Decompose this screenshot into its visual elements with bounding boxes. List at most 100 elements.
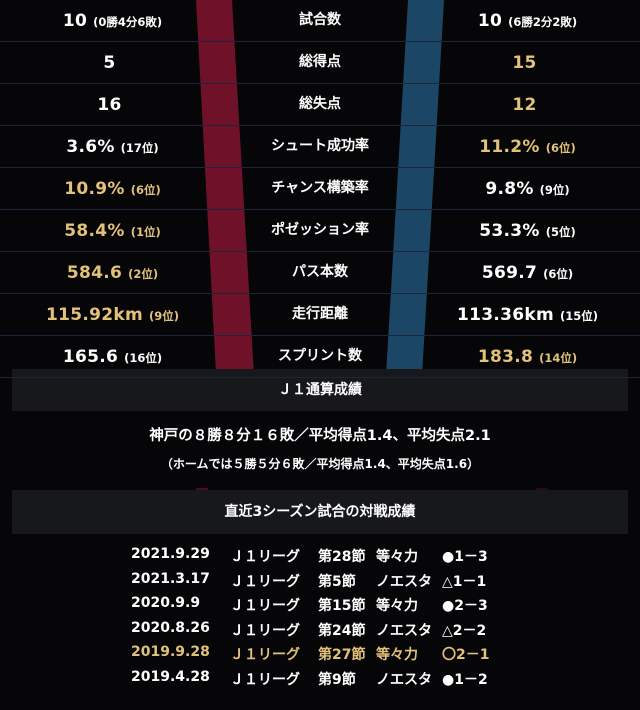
match-date: 2021.9.29 (131, 546, 210, 562)
stat-note: (2位) (128, 267, 159, 281)
match-competition: Ｊ１リーグ (230, 573, 300, 590)
left-team-stat: 10 (0勝4分6敗) (0, 0, 225, 41)
stat-label: 走行距離 (292, 306, 348, 322)
right-team-stripe (384, 0, 444, 410)
stat-note: (1位) (130, 225, 161, 239)
stats-table: 10 (0勝4分6敗) 試合数 10 (6勝2分2敗) 5 総得点 15 16 総失… (0, 0, 640, 378)
stat-row: 10.9% (6位) チャンス構築率 9.8% (9位) (0, 168, 640, 210)
match-competition: Ｊ１リーグ (230, 647, 300, 663)
match-competition: Ｊ１リーグ (230, 598, 300, 614)
match-row: 2020.9.9 Ｊ１リーグ 第15節 等々力 ●2－3 (0, 595, 640, 620)
stat-label: ポゼッション率 (271, 222, 369, 238)
stat-value: 9.8% (485, 179, 534, 199)
match-result: △1－1 (442, 573, 487, 590)
j1-home-summary: （ホームでは５勝５分６敗／平均得点1.4、平均失点1.6） (160, 457, 480, 471)
match-row: 2019.4.28 Ｊ１リーグ 第9節 ノエスタ ●1－2 (0, 669, 640, 694)
stat-value: 15 (512, 53, 537, 73)
stat-value: 165.6 (62, 347, 119, 367)
match-round: 第28節 (318, 549, 366, 565)
recent-section-title: 直近3シーズン試合の対戦成績 (224, 504, 416, 520)
stat-row: 5 総得点 15 (0, 42, 640, 84)
stat-row: 58.4% (1位) ポゼッション率 53.3% (5位) (0, 210, 640, 252)
match-result: △2－2 (442, 622, 487, 639)
j1-section-band (12, 369, 628, 411)
right-team-stat: 113.36km (15位) (415, 294, 640, 335)
j1-overall-summary: 神戸の８勝８分１６敗／平均得点1.4、平均失点2.1 (149, 428, 491, 444)
stat-note: (14位) (539, 351, 578, 365)
stat-note: (6位) (545, 141, 576, 155)
match-competition: Ｊ１リーグ (230, 549, 300, 565)
match-result: ●2－3 (442, 598, 488, 614)
stat-value: 10 (477, 11, 503, 31)
match-date: 2021.3.17 (131, 570, 210, 587)
right-team-stat: 11.2% (6位) (415, 126, 640, 167)
match-round: 第9節 (318, 671, 356, 688)
match-venue: 等々力 (376, 549, 418, 565)
match-venue: 等々力 (376, 598, 418, 614)
match-row: 2020.8.26 Ｊ１リーグ 第24節 ノエスタ △2－2 (0, 620, 640, 645)
stat-label: チャンス構築率 (271, 180, 369, 196)
stat-row: 115.92km (9位) 走行距離 113.36km (15位) (0, 294, 640, 336)
stat-value: 183.8 (477, 347, 534, 367)
match-round: 第15節 (318, 598, 366, 614)
match-result: 〇2－1 (442, 647, 490, 663)
stat-value: 569.7 (481, 263, 538, 283)
match-result: ●1－3 (442, 549, 488, 565)
stat-note: (6勝2分2敗) (508, 15, 578, 29)
stat-note: (9位) (539, 183, 570, 197)
match-date: 2019.9.28 (131, 644, 210, 660)
stat-value: 11.2% (479, 137, 540, 157)
match-date: 2020.8.26 (131, 619, 210, 636)
right-team-stat: 10 (6勝2分2敗) (415, 0, 640, 41)
left-team-stat: 5 (0, 42, 225, 83)
stat-row: 584.6 (2位) パス本数 569.7 (6位) (0, 252, 640, 294)
right-team-stat: 569.7 (6位) (415, 252, 640, 293)
right-team-stat: 9.8% (9位) (415, 168, 640, 209)
stat-value: 3.6% (66, 137, 115, 157)
left-team-stat: 584.6 (2位) (0, 252, 225, 293)
j1-section-title: Ｊ１通算成績 (278, 382, 362, 398)
right-team-stat: 15 (415, 42, 640, 83)
left-team-stripe (196, 0, 256, 410)
stat-label: スプリント数 (278, 348, 362, 364)
stat-value: 10 (62, 11, 88, 31)
stat-note: (6位) (543, 267, 574, 281)
stat-row: 10 (0勝4分6敗) 試合数 10 (6勝2分2敗) (0, 0, 640, 42)
match-venue: ノエスタ (376, 622, 432, 639)
stat-value: 584.6 (66, 263, 123, 283)
match-date: 2019.4.28 (131, 668, 210, 685)
match-row: 2021.3.17 Ｊ１リーグ 第5節 ノエスタ △1－1 (0, 571, 640, 596)
stat-note: (17位) (120, 141, 159, 155)
stat-row: 165.6 (16位) スプリント数 183.8 (14位) (0, 336, 640, 378)
recent-section-band (12, 490, 628, 534)
left-team-stat: 165.6 (16位) (0, 336, 225, 377)
stat-note: (15位) (560, 309, 599, 323)
stat-label: 総得点 (299, 54, 341, 70)
left-team-stat: 58.4% (1位) (0, 210, 225, 251)
stat-label: シュート成功率 (271, 138, 369, 154)
stat-note: (16位) (124, 351, 163, 365)
match-result: ●1－2 (442, 671, 488, 688)
match-venue: ノエスタ (376, 671, 432, 688)
right-team-stat: 12 (415, 84, 640, 125)
left-team-stat: 10.9% (6位) (0, 168, 225, 209)
right-team-stat: 183.8 (14位) (415, 336, 640, 377)
stat-row: 3.6% (17位) シュート成功率 11.2% (6位) (0, 126, 640, 168)
stat-value: 10.9% (64, 179, 125, 199)
match-row-highlighted: 2019.9.28 Ｊ１リーグ 第27節 等々力 〇2－1 (0, 644, 640, 669)
match-row: 2021.9.29 Ｊ１リーグ 第28節 等々力 ●1－3 (0, 546, 640, 571)
stat-value: 53.3% (479, 221, 540, 241)
stat-value: 113.36km (456, 305, 554, 325)
match-round: 第27節 (318, 647, 366, 663)
left-team-stat: 3.6% (17位) (0, 126, 225, 167)
stat-value: 12 (512, 95, 537, 115)
stat-note: (5位) (545, 225, 576, 239)
match-list: 2021.9.29 Ｊ１リーグ 第28節 等々力 ●1－3 2021.3.17 … (0, 546, 640, 693)
match-date: 2020.9.9 (131, 595, 201, 611)
match-venue: 等々力 (376, 647, 418, 663)
stat-value: 5 (103, 53, 116, 73)
match-venue: ノエスタ (376, 573, 432, 590)
stat-value: 115.92km (45, 305, 143, 325)
stat-note: (6位) (130, 183, 161, 197)
match-round: 第24節 (318, 622, 366, 639)
